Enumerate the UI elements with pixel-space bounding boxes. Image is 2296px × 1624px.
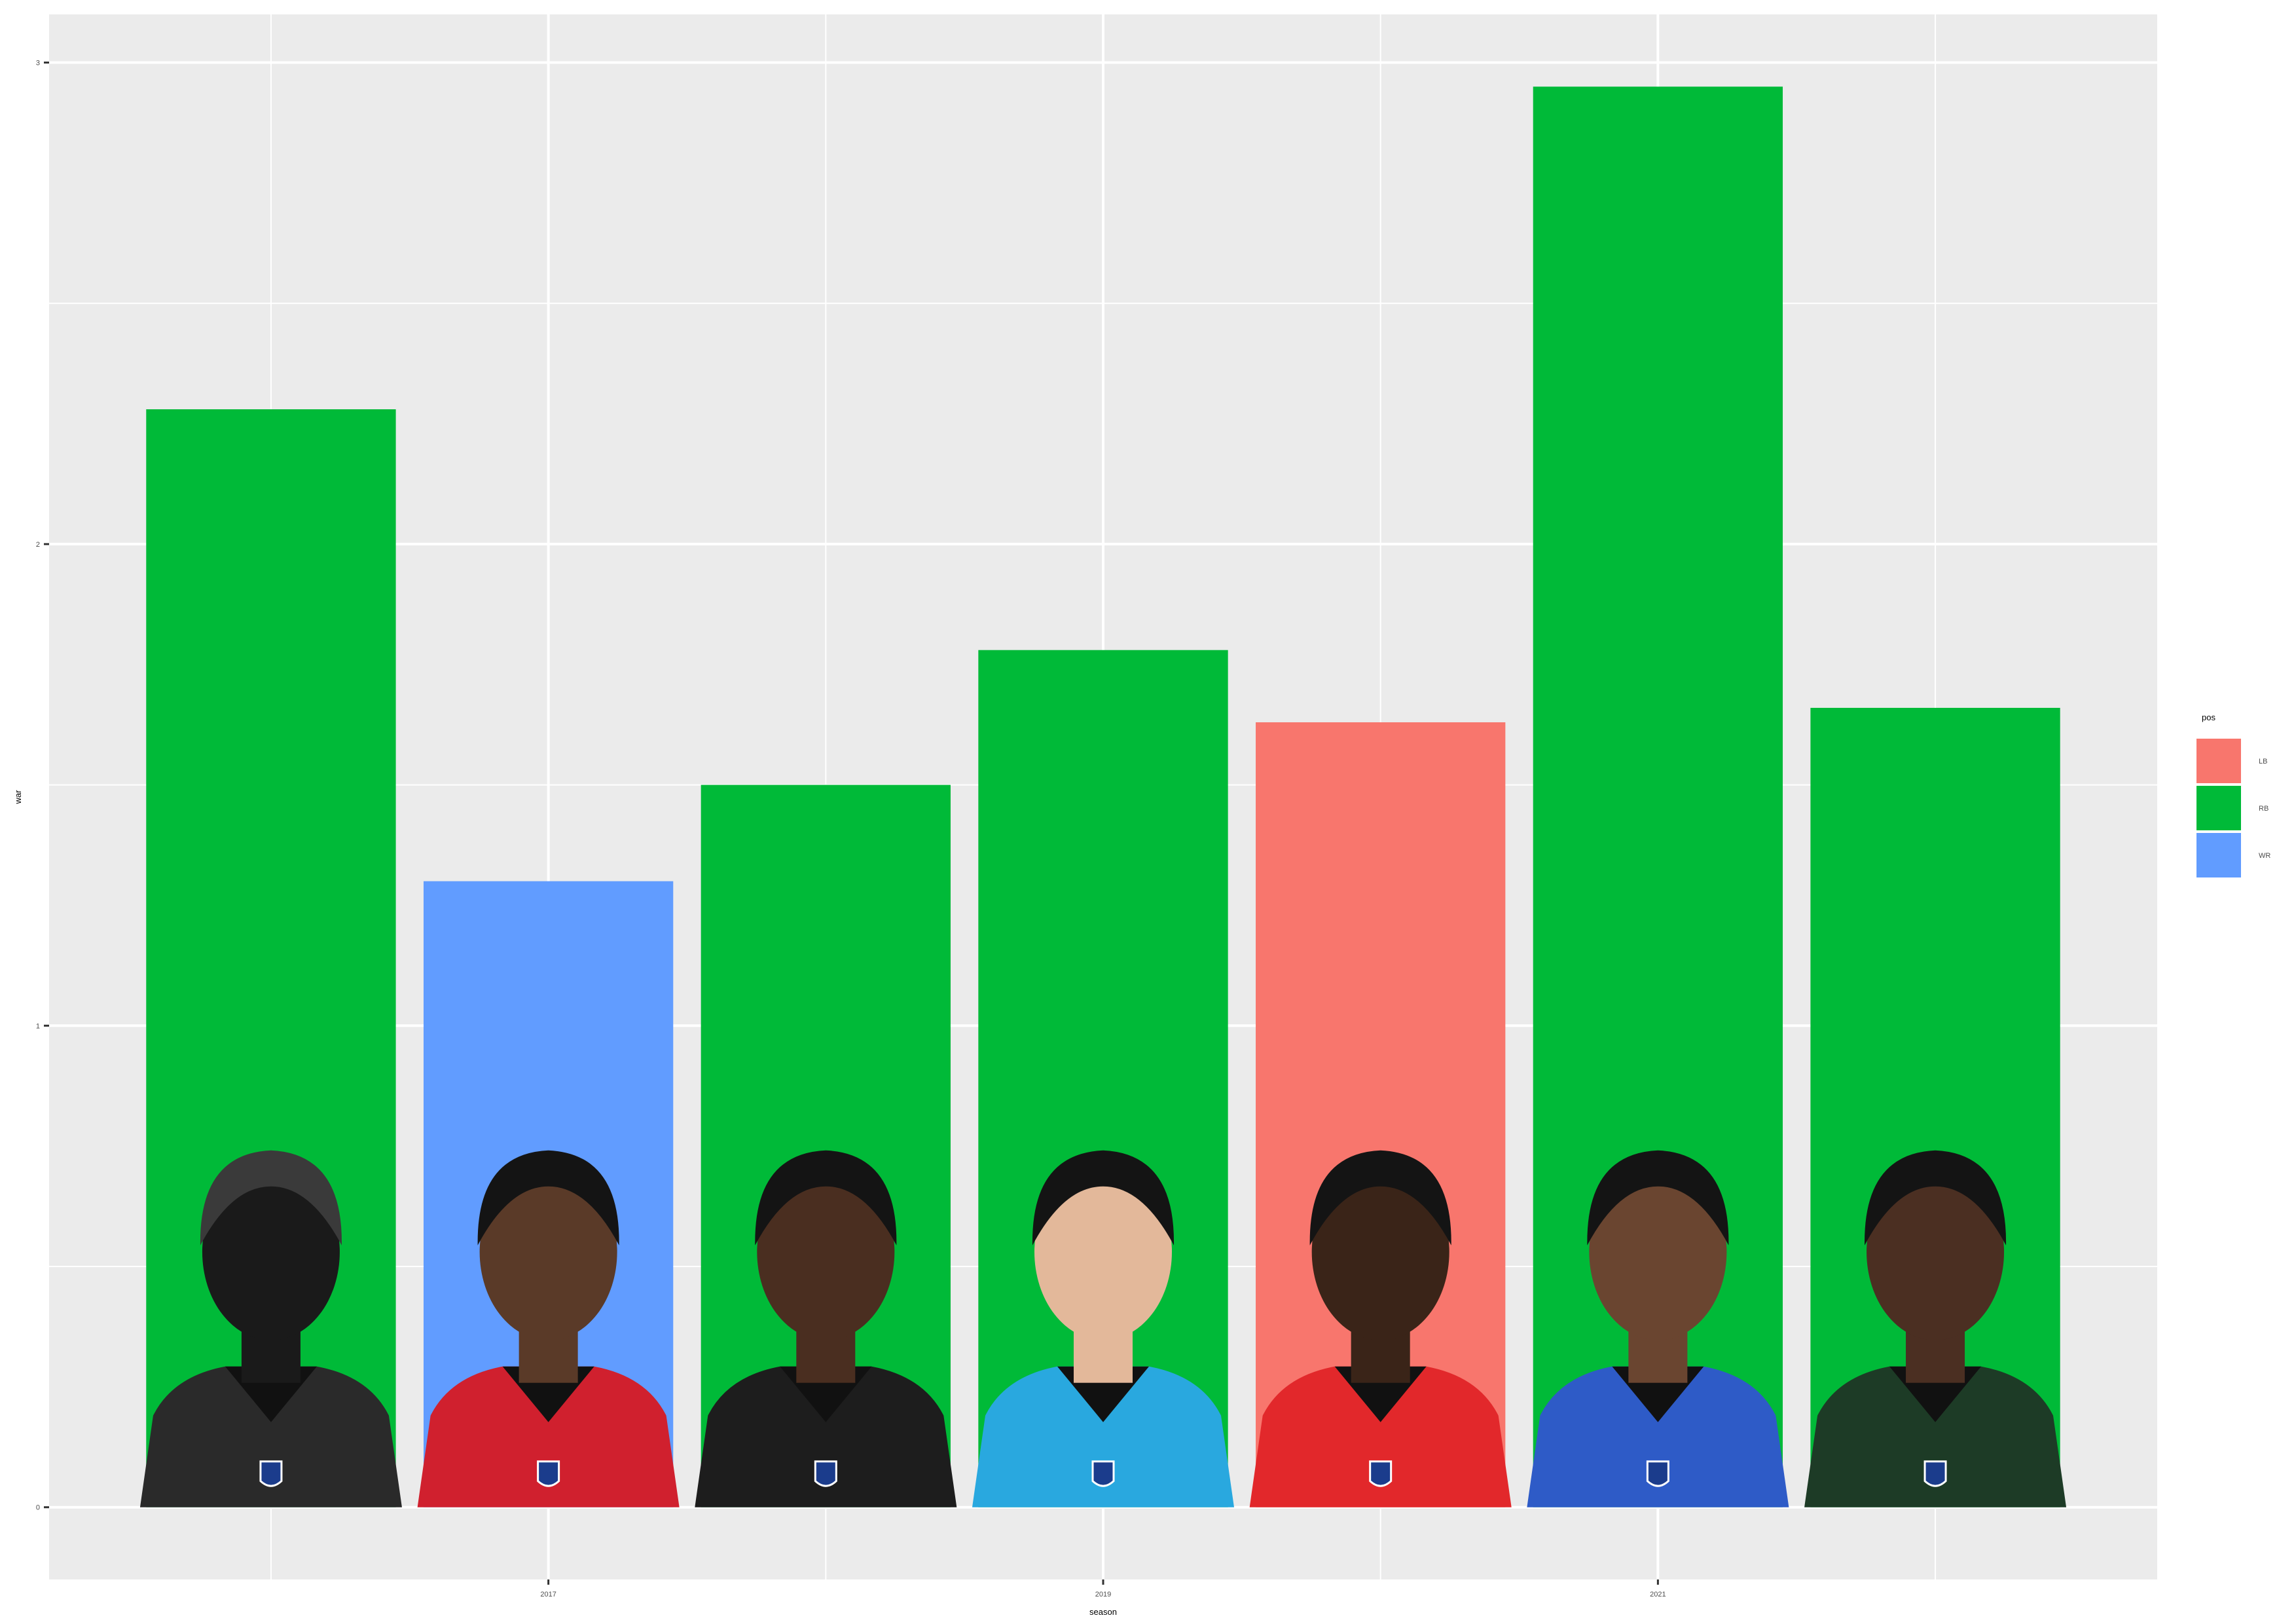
nfl-shield-icon — [1091, 1460, 1115, 1487]
head-shape — [1867, 1163, 2005, 1340]
y-tick-label-2: 2 — [36, 541, 40, 549]
helmet-silhouette-icon — [202, 1163, 340, 1340]
x-tick-label-2019: 2019 — [1095, 1591, 1111, 1598]
x-axis: 2017 2019 2021 — [540, 1579, 1666, 1598]
legend-label-RB: RB — [2259, 805, 2269, 813]
hair-shape — [200, 1150, 342, 1246]
jersey-shape — [695, 1366, 957, 1507]
jersey-shape — [1527, 1366, 1789, 1507]
nfl-shield-icon — [537, 1460, 560, 1487]
hair-shape — [1865, 1150, 2007, 1246]
jersey-shape — [1804, 1366, 2067, 1507]
player-photo-2022 — [1804, 1150, 2067, 1507]
hair-shape — [477, 1150, 619, 1246]
player-photo-2017 — [417, 1150, 680, 1507]
y-tick-label-0: 0 — [36, 1504, 40, 1512]
y-tick-label-1: 1 — [36, 1022, 40, 1030]
legend: pos LB RB WR — [2196, 712, 2270, 877]
head-shape — [1034, 1163, 1172, 1340]
player-photo-2021 — [1527, 1150, 1789, 1507]
legend-title: pos — [2202, 712, 2215, 722]
head-shape — [1311, 1163, 1449, 1340]
legend-key-LB — [2196, 739, 2241, 783]
jersey-shape — [1249, 1366, 1512, 1507]
x-tick-label-2017: 2017 — [540, 1591, 556, 1598]
nfl-shield-icon — [259, 1460, 283, 1487]
player-photo-2019 — [972, 1150, 1234, 1507]
jersey-shape — [417, 1366, 680, 1507]
nfl-shield-icon — [1923, 1460, 1947, 1487]
jersey-shape — [972, 1366, 1234, 1507]
x-axis-title: season — [1089, 1607, 1117, 1617]
nfl-shield-icon — [1369, 1460, 1393, 1487]
head-shape — [1589, 1163, 1727, 1340]
head-shape — [479, 1163, 617, 1340]
nfl-shield-icon — [1646, 1460, 1669, 1487]
legend-label-WR: WR — [2259, 852, 2270, 860]
y-axis: 0 1 2 3 — [36, 60, 49, 1512]
y-tick-label-3: 3 — [36, 60, 40, 67]
hair-shape — [1309, 1150, 1451, 1246]
head-shape — [757, 1163, 895, 1340]
legend-key-RB — [2196, 786, 2241, 830]
player-photos — [139, 1150, 2067, 1507]
player-photo-2016 — [139, 1150, 402, 1507]
x-tick-label-2021: 2021 — [1650, 1591, 1666, 1598]
nfl-shield-icon — [814, 1460, 837, 1487]
hair-shape — [1587, 1150, 1729, 1246]
legend-label-LB: LB — [2259, 758, 2267, 766]
player-photo-2018 — [695, 1150, 957, 1507]
legend-key-WR — [2196, 833, 2241, 877]
player-photo-2020 — [1249, 1150, 1512, 1507]
jersey-shape — [139, 1366, 402, 1507]
hair-shape — [755, 1150, 897, 1246]
hair-shape — [1032, 1150, 1175, 1246]
y-axis-title: war — [13, 790, 23, 805]
